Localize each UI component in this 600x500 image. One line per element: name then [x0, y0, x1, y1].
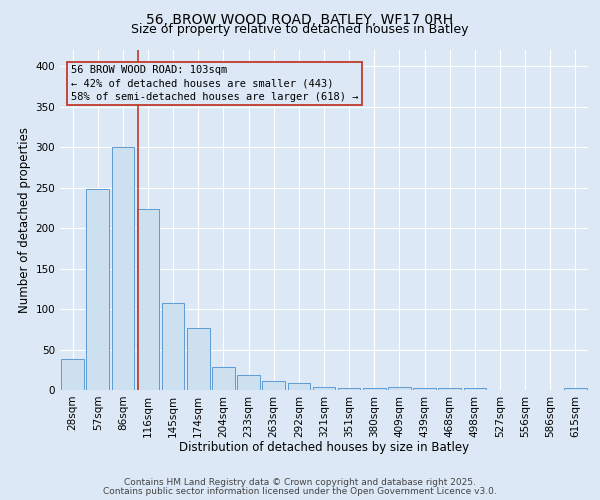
- Bar: [564, 388, 587, 390]
- Bar: [86, 189, 109, 390]
- Text: Contains public sector information licensed under the Open Government Licence v3: Contains public sector information licen…: [103, 486, 497, 496]
- Bar: [212, 366, 235, 390]
- Bar: [162, 304, 184, 390]
- Y-axis label: Number of detached properties: Number of detached properties: [18, 127, 31, 313]
- Bar: [439, 388, 461, 390]
- Text: 56 BROW WOOD ROAD: 103sqm
← 42% of detached houses are smaller (443)
58% of semi: 56 BROW WOOD ROAD: 103sqm ← 42% of detac…: [71, 66, 358, 102]
- Bar: [313, 387, 335, 390]
- Bar: [363, 388, 386, 390]
- Bar: [388, 387, 411, 390]
- Bar: [237, 376, 260, 390]
- Text: Size of property relative to detached houses in Batley: Size of property relative to detached ho…: [131, 22, 469, 36]
- Bar: [464, 388, 486, 390]
- X-axis label: Distribution of detached houses by size in Batley: Distribution of detached houses by size …: [179, 441, 469, 454]
- Text: Contains HM Land Registry data © Crown copyright and database right 2025.: Contains HM Land Registry data © Crown c…: [124, 478, 476, 487]
- Bar: [137, 208, 160, 390]
- Text: 56, BROW WOOD ROAD, BATLEY, WF17 0RH: 56, BROW WOOD ROAD, BATLEY, WF17 0RH: [146, 12, 454, 26]
- Bar: [262, 381, 285, 390]
- Bar: [61, 359, 84, 390]
- Bar: [112, 147, 134, 390]
- Bar: [287, 382, 310, 390]
- Bar: [413, 388, 436, 390]
- Bar: [187, 328, 209, 390]
- Bar: [338, 388, 361, 390]
